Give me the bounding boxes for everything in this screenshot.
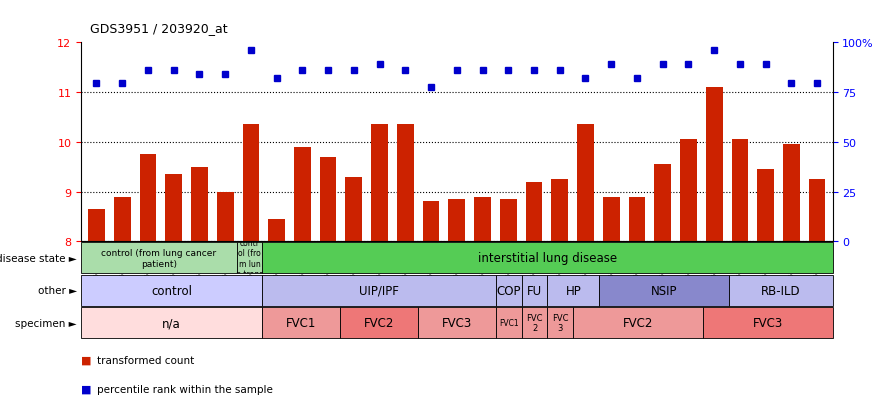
- Bar: [474, 198, 491, 242]
- Text: other ►: other ►: [38, 285, 77, 296]
- Bar: [731, 140, 748, 242]
- Text: FVC1: FVC1: [499, 318, 518, 327]
- Bar: [418, 307, 496, 338]
- Bar: [340, 307, 418, 338]
- Bar: [574, 307, 703, 338]
- Bar: [371, 125, 388, 242]
- Text: FVC
2: FVC 2: [526, 313, 543, 332]
- Text: FVC
3: FVC 3: [552, 313, 569, 332]
- Bar: [552, 180, 568, 242]
- Bar: [547, 307, 574, 338]
- Bar: [706, 88, 722, 242]
- Bar: [263, 243, 833, 274]
- Bar: [522, 275, 547, 306]
- Bar: [809, 180, 825, 242]
- Bar: [628, 198, 645, 242]
- Text: transformed count: transformed count: [97, 355, 194, 365]
- Bar: [320, 157, 337, 242]
- Bar: [526, 182, 543, 242]
- Bar: [88, 209, 105, 242]
- Bar: [166, 175, 182, 242]
- Text: disease state ►: disease state ►: [0, 253, 77, 263]
- Bar: [423, 202, 440, 242]
- Text: control (from lung cancer
patient): control (from lung cancer patient): [101, 249, 217, 268]
- Bar: [269, 219, 285, 242]
- Text: HP: HP: [566, 284, 581, 297]
- Text: FVC2: FVC2: [623, 316, 654, 329]
- Text: FVC1: FVC1: [286, 316, 316, 329]
- Bar: [81, 307, 263, 338]
- Bar: [599, 275, 729, 306]
- Text: contr
ol (fro
m lun
g trans: contr ol (fro m lun g trans: [236, 238, 263, 278]
- Bar: [496, 275, 522, 306]
- Text: FVC2: FVC2: [364, 316, 394, 329]
- Text: NSIP: NSIP: [651, 284, 677, 297]
- Bar: [263, 275, 496, 306]
- Text: interstitial lung disease: interstitial lung disease: [478, 252, 617, 265]
- Text: COP: COP: [496, 284, 521, 297]
- Text: FVC3: FVC3: [441, 316, 472, 329]
- Text: FVC3: FVC3: [752, 316, 783, 329]
- Bar: [114, 197, 130, 242]
- Bar: [448, 199, 465, 242]
- Text: percentile rank within the sample: percentile rank within the sample: [97, 384, 273, 394]
- Bar: [496, 307, 522, 338]
- Text: UIP/IPF: UIP/IPF: [359, 284, 399, 297]
- Bar: [577, 125, 594, 242]
- Bar: [655, 165, 671, 242]
- Bar: [191, 167, 208, 242]
- Bar: [294, 147, 311, 242]
- Bar: [263, 307, 340, 338]
- Bar: [729, 275, 833, 306]
- Bar: [758, 170, 774, 242]
- Bar: [81, 243, 236, 274]
- Bar: [500, 199, 516, 242]
- Bar: [345, 177, 362, 242]
- Text: specimen ►: specimen ►: [15, 318, 77, 328]
- Bar: [397, 125, 414, 242]
- Text: ■: ■: [81, 355, 92, 365]
- Text: GDS3951 / 203920_at: GDS3951 / 203920_at: [90, 22, 227, 35]
- Bar: [703, 307, 833, 338]
- Bar: [783, 145, 800, 242]
- Bar: [217, 192, 233, 242]
- Bar: [603, 198, 619, 242]
- Bar: [680, 140, 697, 242]
- Text: n/a: n/a: [162, 316, 181, 329]
- Bar: [139, 155, 156, 242]
- Bar: [236, 243, 263, 274]
- Text: FU: FU: [527, 284, 542, 297]
- Text: control: control: [152, 284, 192, 297]
- Text: ■: ■: [81, 384, 92, 394]
- Bar: [547, 275, 599, 306]
- Bar: [242, 125, 259, 242]
- Bar: [522, 307, 547, 338]
- Bar: [81, 275, 263, 306]
- Text: RB-ILD: RB-ILD: [761, 284, 801, 297]
